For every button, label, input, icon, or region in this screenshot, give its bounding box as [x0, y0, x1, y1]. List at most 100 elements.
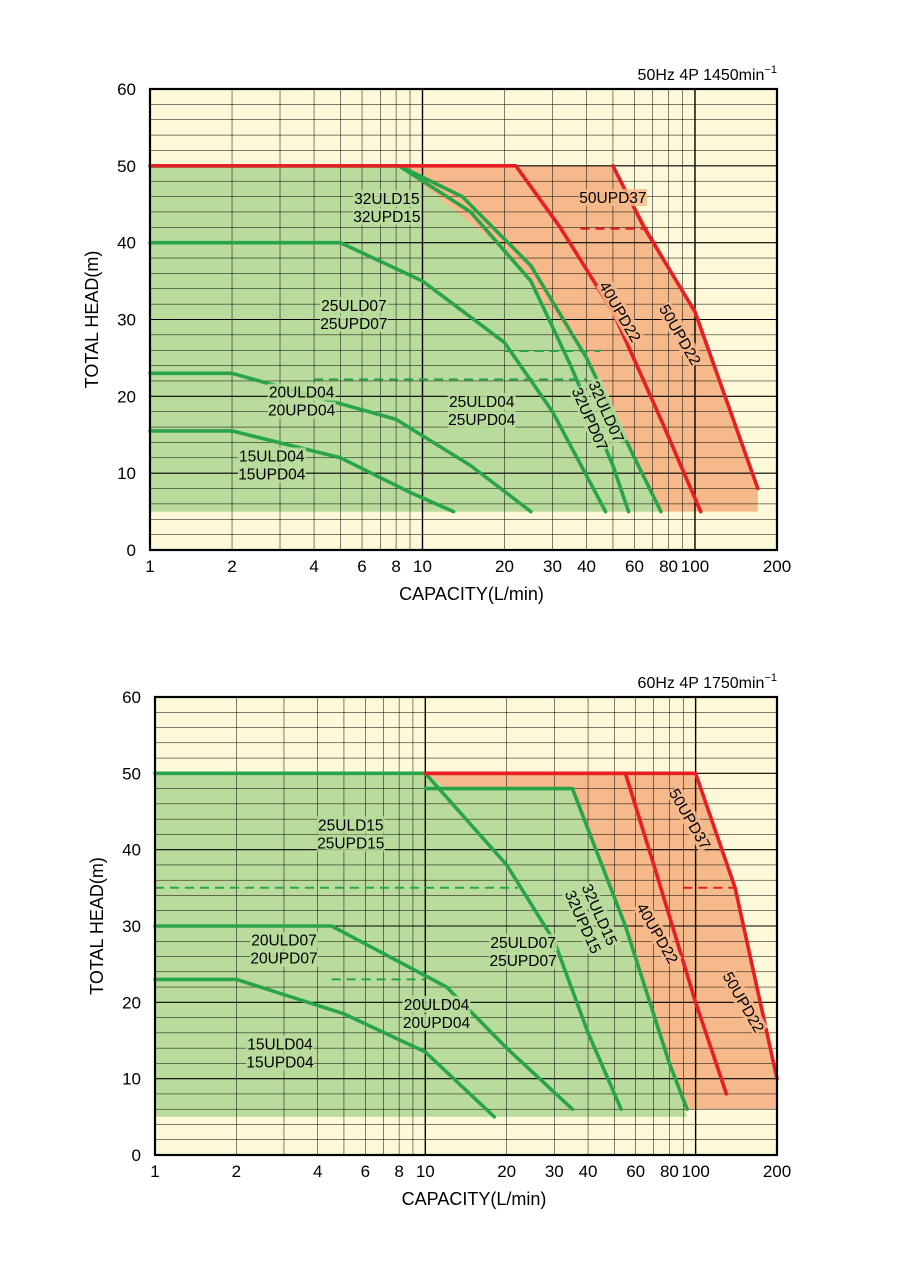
y-tick-label: 30 [122, 917, 141, 936]
x-tick-label: 40 [579, 1162, 598, 1181]
chart-1: 15ULD0415UPD0420ULD0420UPD0425ULD0725UPD… [82, 64, 791, 604]
x-tick-label: 30 [545, 1162, 564, 1181]
x-tick-label: 8 [394, 1162, 403, 1181]
curve-50upd37 [423, 771, 779, 1081]
curve-label-20uld04: 20ULD04 [269, 385, 335, 402]
curve-label-bg [447, 392, 516, 410]
curve-label-bg [402, 995, 471, 1013]
curve-label-25uld04: 25ULD04 [449, 394, 515, 411]
curve-label-25upd04: 25UPD04 [448, 412, 516, 429]
x-tick-label: 8 [391, 557, 400, 576]
x-tick-label: 6 [357, 557, 366, 576]
curve-label-bg [316, 816, 385, 834]
y-tick-label: 0 [127, 541, 136, 560]
curve-label-bg [584, 377, 629, 447]
y-axis-title: TOTAL HEAD(m) [82, 251, 102, 389]
y-tick-label: 30 [117, 311, 136, 330]
y-tick-label: 40 [117, 234, 136, 253]
y-tick-label: 60 [117, 80, 136, 99]
curve-label-bg [250, 949, 318, 967]
y-tick-label: 10 [117, 464, 136, 483]
curve-label-25upd07: 25UPD07 [320, 316, 387, 333]
curve-label-bg [250, 931, 318, 949]
y-axis-title: TOTAL HEAD(m) [87, 857, 107, 995]
curve-40upd22 [148, 164, 703, 514]
curve-label-bg [489, 952, 558, 969]
curve-label-20upd04: 20UPD04 [403, 1015, 471, 1032]
plot-frame [153, 695, 779, 1157]
curve-label-bg [352, 190, 421, 208]
curve-label-bg [595, 277, 645, 346]
curve-label-15upd04: 15UPD04 [246, 1055, 314, 1072]
curve-label-20uld07: 20ULD07 [251, 933, 317, 950]
curve-label-bg [267, 383, 336, 401]
condition-label: 50Hz 4P 1450min−1 [638, 64, 777, 84]
x-tick-label: 200 [763, 557, 791, 576]
condition-text: 60Hz 4P 1750min [638, 675, 765, 692]
curve-label-15uld04: 15ULD04 [247, 1037, 313, 1054]
x-tick-label: 200 [763, 1162, 791, 1181]
condition-label: 60Hz 4P 1750min−1 [638, 672, 777, 692]
curve-label-bg [319, 314, 388, 332]
y-tick-label: 40 [122, 841, 141, 860]
curve-label-32uld15: 32ULD15 [354, 191, 420, 208]
y-tick-label: 0 [132, 1146, 141, 1165]
x-axis-title: CAPACITY(L/min) [399, 584, 544, 604]
x-tick-label: 10 [416, 1162, 435, 1181]
x-tick-label: 10 [413, 557, 432, 576]
x-tick-label: 20 [495, 557, 514, 576]
curve-label-15uld04: 15ULD04 [239, 449, 305, 466]
curve-label-bg [578, 880, 622, 950]
y-tick-label: 50 [117, 157, 136, 176]
curve-label-25uld07: 25ULD07 [321, 298, 387, 315]
curve-label-bg [316, 834, 385, 852]
x-tick-label: 60 [625, 557, 644, 576]
curve-15uld04 [148, 429, 456, 514]
x-tick-label: 6 [361, 1162, 370, 1181]
y-tick-label: 60 [122, 688, 141, 707]
curve-label-bg [719, 968, 768, 1036]
x-tick-label: 2 [232, 1162, 241, 1181]
curve-label-bg [237, 465, 306, 483]
x-tick-label: 2 [227, 557, 236, 576]
x-tick-label: 80 [660, 1162, 679, 1181]
curve-32uld15 [423, 786, 689, 1111]
curve-label-25upd07: 25UPD07 [489, 953, 556, 970]
curve-label-bg [267, 401, 336, 419]
curve-label-bg [568, 384, 612, 454]
curve-label-bg [402, 1013, 471, 1031]
curve-label-bg [489, 934, 558, 951]
curve-label-25uld07: 25ULD07 [490, 935, 556, 952]
x-tick-label: 4 [309, 557, 318, 576]
curve-label-20uld04: 20ULD04 [404, 997, 470, 1014]
region-green [150, 165, 661, 512]
curve-label-50upd37: 50UPD37 [579, 190, 646, 207]
x-tick-label: 100 [681, 557, 709, 576]
curve-label-bg [561, 887, 605, 957]
curve-label-bg [665, 785, 715, 853]
curve-label-25upd15: 25UPD15 [317, 835, 384, 852]
curve-label-bg [655, 300, 705, 369]
x-tick-label: 60 [626, 1162, 645, 1181]
x-tick-label: 1 [150, 1162, 159, 1181]
curve-label-32upd15: 32UPD15 [353, 209, 420, 226]
curve-label-bg [578, 189, 647, 207]
condition-superscript: −1 [764, 64, 777, 76]
curve-label-bg [246, 1035, 314, 1053]
curve-label-25uld15: 25ULD15 [318, 817, 384, 834]
condition-superscript: −1 [764, 672, 777, 684]
x-tick-label: 80 [659, 557, 678, 576]
curve-label-bg [237, 447, 306, 465]
y-tick-label: 10 [122, 1070, 141, 1089]
x-tick-label: 40 [577, 557, 596, 576]
curve-label-bg [352, 208, 421, 226]
